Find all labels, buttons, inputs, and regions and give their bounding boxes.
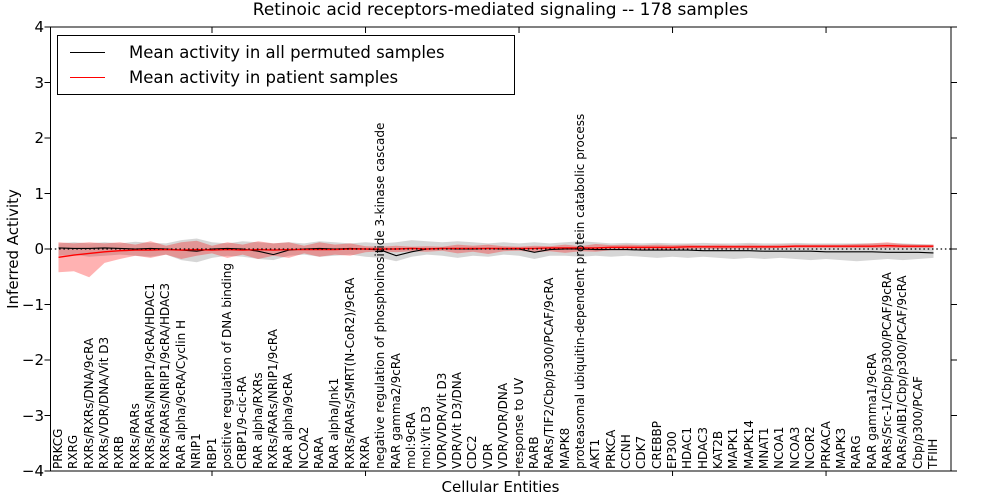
patient-mean-line <box>58 244 934 258</box>
x-axis-title: Cellular Entities <box>441 478 560 496</box>
y-axis-title: Inferred Activity <box>4 189 22 309</box>
chart-title: Retinoic acid receptors-mediated signali… <box>252 0 749 20</box>
legend-line-permuted-icon <box>70 51 105 53</box>
legend-label-permuted: Mean activity in all permuted samples <box>129 42 445 62</box>
legend-line-patient-icon <box>70 77 105 79</box>
legend-item-patient: Mean activity in patient samples <box>70 68 514 87</box>
legend-item-permuted: Mean activity in all permuted samples <box>70 43 514 62</box>
legend-label-patient: Mean activity in patient samples <box>129 68 399 88</box>
legend: Mean activity in all permuted samples Me… <box>57 35 515 95</box>
permuted-confidence-band <box>58 238 934 263</box>
